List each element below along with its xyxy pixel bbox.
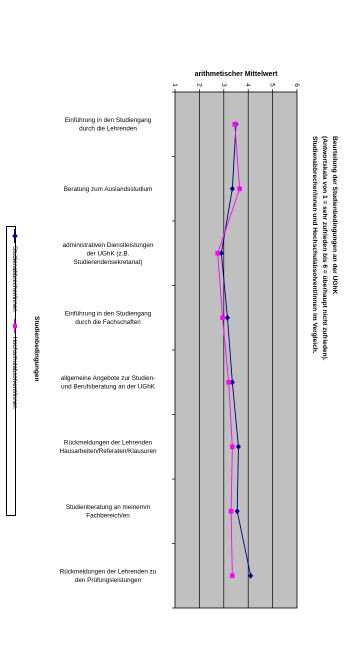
category-label: Einführung in den Studiengang durch die F… <box>65 311 152 327</box>
tick-label: 4 <box>244 83 251 87</box>
data-point-absolventen <box>220 315 225 321</box>
tick-label: 3 <box>220 83 227 87</box>
data-point-absolventen <box>226 379 231 385</box>
tick-label: 5 <box>269 83 276 87</box>
category-label: allgemeine Angebote zur Studien-und Beru… <box>61 375 156 391</box>
data-point-abbrecher <box>234 508 240 515</box>
square-marker-icon <box>13 324 17 329</box>
value-axis-title: arithmetischer Mittelwert <box>195 71 279 78</box>
category-label: Rückmeldungen der Lehrenden Hausarbeiten/… <box>60 440 157 456</box>
legend-line-abbrecher <box>12 229 18 243</box>
data-point-absolventen <box>237 186 242 192</box>
legend-line-absolventen <box>13 319 17 334</box>
chart-title: Beurteilung der Studienbedingungen an de… <box>331 136 338 295</box>
data-point-absolventen <box>215 250 220 256</box>
legend-items: Studienabbrecher/innen Hochschulabsolven… <box>11 229 19 415</box>
legend: Studienabbrecher/innen Hochschulabsolven… <box>6 226 19 516</box>
diamond-marker-icon <box>12 233 18 239</box>
category-label: Rückmeldungen der Lehrenden zu den Prüfun… <box>60 569 157 585</box>
chart-subtitle-2: Studienabbrecher/innen und Hochschulabso… <box>311 136 318 354</box>
tick-label: 6 <box>293 83 300 87</box>
legend-item-absolventen: Hochschulabsolvent/innen <box>11 319 18 409</box>
data-point-absolventen <box>228 508 234 514</box>
category-label: administrativen Dienstleistungen der UGhK… <box>63 242 154 266</box>
data-point-abbrecher <box>235 443 241 450</box>
category-label: Einführung in den Studiengang durch die L… <box>65 117 152 133</box>
legend-label-abbrecher: Studienabbrecher/innen <box>11 246 18 312</box>
data-point-absolventen <box>232 121 238 127</box>
series-line-absolventen <box>217 124 241 576</box>
data-point-abbrecher <box>229 379 235 386</box>
tick-label: 2 <box>195 83 202 87</box>
data-point-abbrecher <box>229 185 235 192</box>
legend-label-absolventen: Hochschulabsolvent/innen <box>11 336 18 409</box>
data-point-abbrecher <box>218 250 224 257</box>
series-line-abbrecher <box>220 124 252 576</box>
category-label: Studienberatung an meinem/n Fachbereich/e… <box>66 504 151 520</box>
data-point-abbrecher <box>224 314 230 321</box>
legend-item-abbrecher: Studienabbrecher/innen <box>11 229 18 312</box>
category-axis-title: Studienbedingungen <box>33 316 40 382</box>
plot-area <box>174 91 298 609</box>
tick-label: 1 <box>171 83 178 87</box>
category-label: Beratung zum Auslandsstudium <box>64 186 153 193</box>
data-point-abbrecher <box>248 572 254 579</box>
chart-subtitle: (Antwortskala von 1 = sehr zufrieden bis… <box>321 136 328 361</box>
data-point-absolventen <box>230 444 235 450</box>
data-point-absolventen <box>230 573 235 579</box>
